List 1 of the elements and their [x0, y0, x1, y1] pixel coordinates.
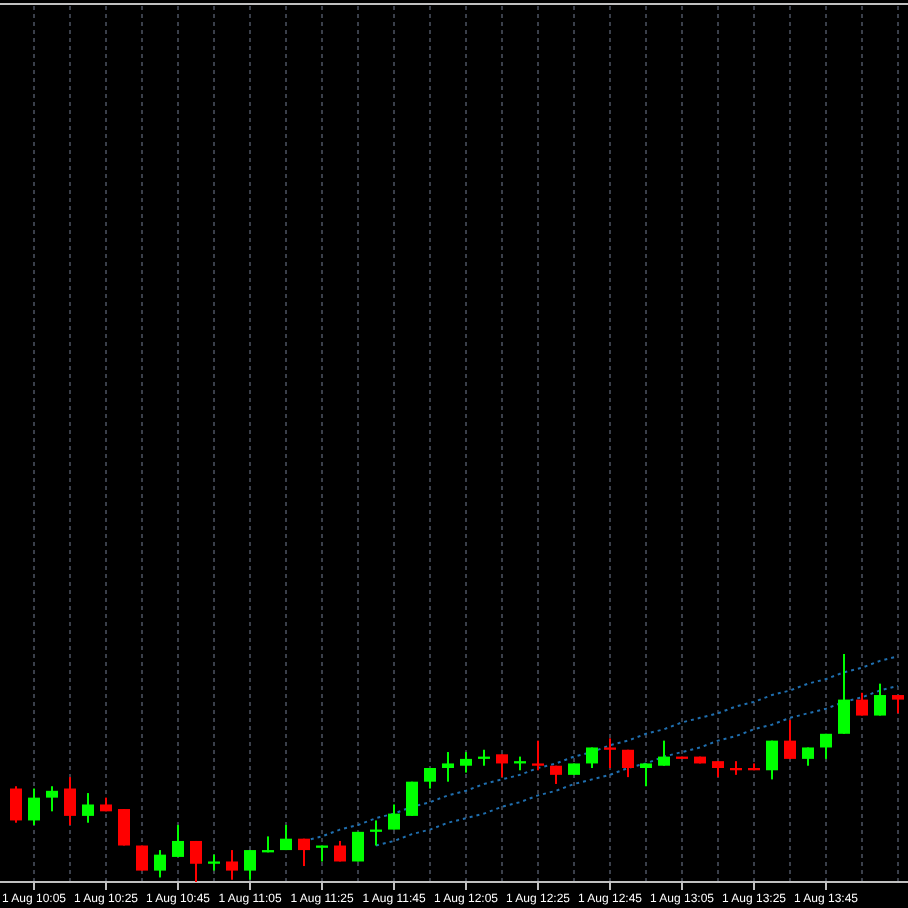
candlestick — [604, 738, 616, 768]
